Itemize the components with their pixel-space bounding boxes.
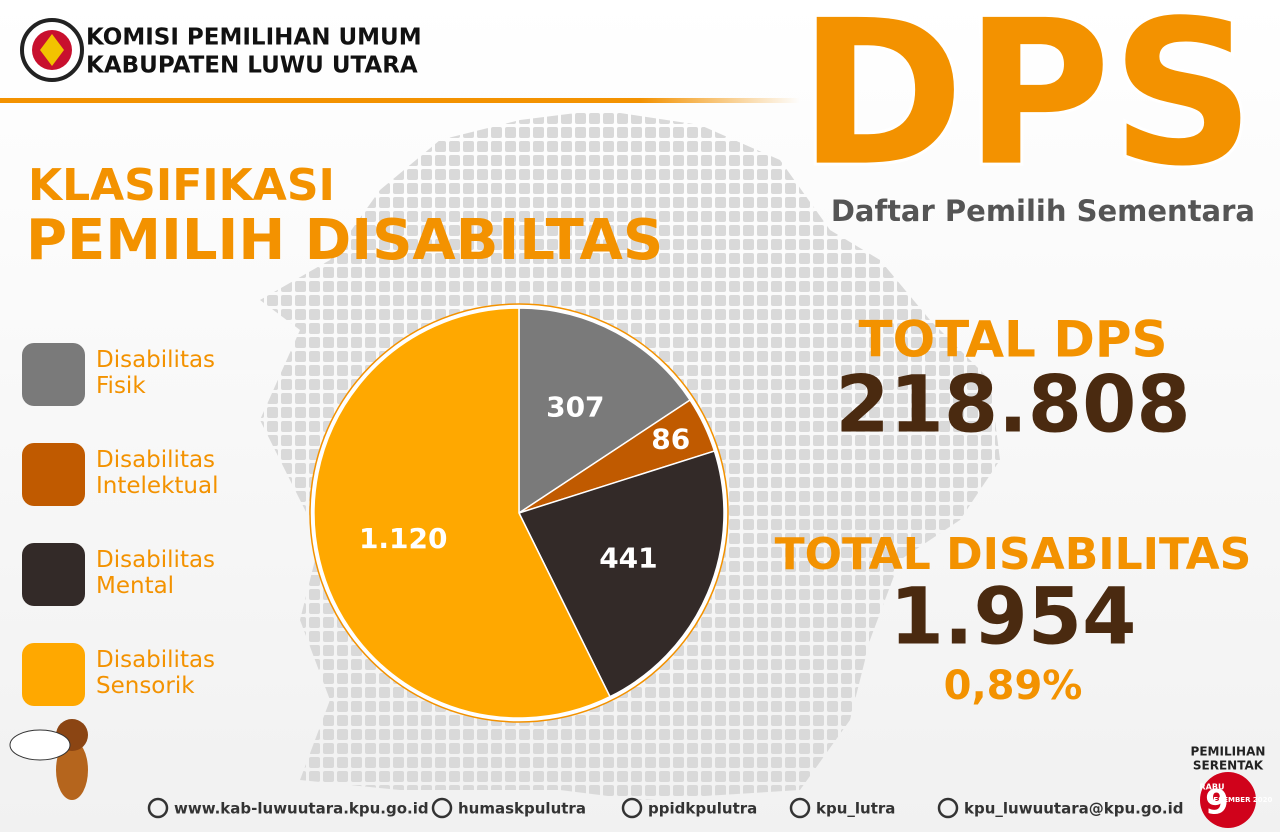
org-line: KOMISI PEMILIHAN UMUM [86, 25, 422, 51]
legend-swatch [22, 443, 85, 506]
kpu-logo [20, 18, 84, 82]
legend-swatch [22, 543, 85, 606]
footer-icon [789, 797, 811, 819]
badge-subtitle: Daftar Pemilih Sementara [831, 194, 1255, 228]
footer-icon [621, 797, 643, 819]
slice-label: 1.120 [359, 522, 448, 555]
chart-title: KLASIFIKASI [28, 160, 335, 211]
pie-slice [313, 307, 611, 719]
event-text: PEMILIHAN [1191, 745, 1266, 759]
pie-slice [518, 307, 692, 515]
stat-label: TOTAL DPS [859, 311, 1168, 369]
footer-link: kpu_luwuutara@kpu.go.id [964, 800, 1183, 818]
footer-link: ppidkpulutra [648, 800, 757, 818]
stat-value: 1.954 [890, 572, 1137, 662]
legend-name: Disabilitas Mental [96, 547, 216, 599]
legend-swatch [22, 643, 85, 706]
header-rule [0, 98, 800, 103]
slice-label: 86 [651, 423, 690, 456]
stat-value: 218.808 [835, 360, 1190, 450]
footer-link: www.kab-luwuutara.kpu.go.id [174, 800, 429, 818]
badge-title: DPS [798, 0, 1255, 211]
event-date: 9 [1205, 783, 1229, 823]
event-day: RABU [1200, 783, 1225, 792]
org-line: KABUPATEN LUWU UTARA [86, 53, 418, 79]
event-month: DESEMBER 2020 [1208, 796, 1273, 804]
footer-link: kpu_lutra [816, 800, 895, 818]
legend-name: Disabilitas Intelektual [96, 447, 219, 499]
legend-name: Disabilitas Fisik [96, 347, 216, 399]
footer-icon [431, 797, 453, 819]
event-text: SERENTAK [1193, 759, 1264, 773]
pie-slice [517, 450, 725, 698]
event-badge: PEMILIHAN SERENTAK RABU 9 DESEMBER 2020 [1191, 745, 1273, 828]
footer-icon [937, 797, 959, 819]
stat-label: TOTAL DISABILITAS [775, 529, 1252, 580]
chart-subtitle: PEMILIH DISABILTAS [26, 208, 663, 273]
stat-percentage: 0,89% [944, 663, 1083, 709]
legend-swatch [22, 343, 85, 406]
footer-icon [147, 797, 169, 819]
footer-link: humaskpulutra [458, 800, 586, 818]
slice-label: 441 [599, 542, 657, 575]
mascot [9, 719, 88, 800]
legend-name: Disabilitas Sensorik [96, 647, 216, 699]
slice-label: 307 [546, 390, 604, 423]
